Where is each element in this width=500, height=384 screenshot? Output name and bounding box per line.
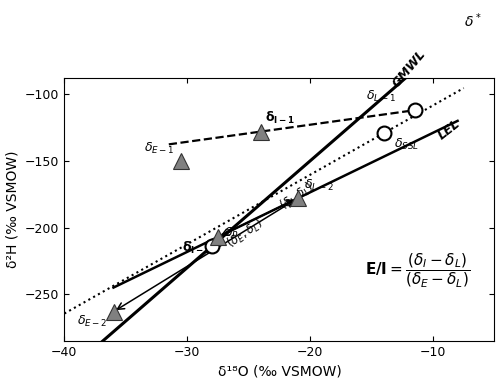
Text: $\mathbf{E/I} = \dfrac{(\delta_I-\delta_L)}{(\delta_E-\delta_L)}$: $\mathbf{E/I} = \dfrac{(\delta_I-\delta_… — [366, 252, 470, 290]
Text: $\delta^*$: $\delta^*$ — [464, 12, 481, 30]
Text: $\delta_{L-2}$: $\delta_{L-2}$ — [304, 178, 334, 193]
Text: $\delta_{L-1}$: $\delta_{L-1}$ — [366, 88, 396, 104]
Text: $\delta_{SSL}$: $\delta_{SSL}$ — [394, 137, 419, 152]
Text: $\delta_P$: $\delta_P$ — [224, 226, 239, 241]
Text: $(\delta_E,\delta_L)$: $(\delta_E,\delta_L)$ — [224, 215, 267, 252]
Text: $\mathbf{\delta_{I-2}}$: $\mathbf{\delta_{I-2}}$ — [182, 240, 212, 256]
Text: LEL: LEL — [436, 117, 463, 142]
Text: $(\delta_I,\delta_L)$: $(\delta_I,\delta_L)$ — [276, 179, 317, 214]
X-axis label: δ¹⁸O (‰ VSMOW): δ¹⁸O (‰ VSMOW) — [218, 364, 342, 379]
Text: $\delta_{E-1}$: $\delta_{E-1}$ — [144, 141, 175, 156]
Text: GMWL: GMWL — [390, 48, 428, 90]
Text: $\mathbf{\delta_{I-1}}$: $\mathbf{\delta_{I-1}}$ — [264, 110, 295, 126]
Y-axis label: δ²H (‰ VSMOW): δ²H (‰ VSMOW) — [6, 151, 20, 268]
Text: $\delta_{E-2}$: $\delta_{E-2}$ — [77, 314, 108, 329]
